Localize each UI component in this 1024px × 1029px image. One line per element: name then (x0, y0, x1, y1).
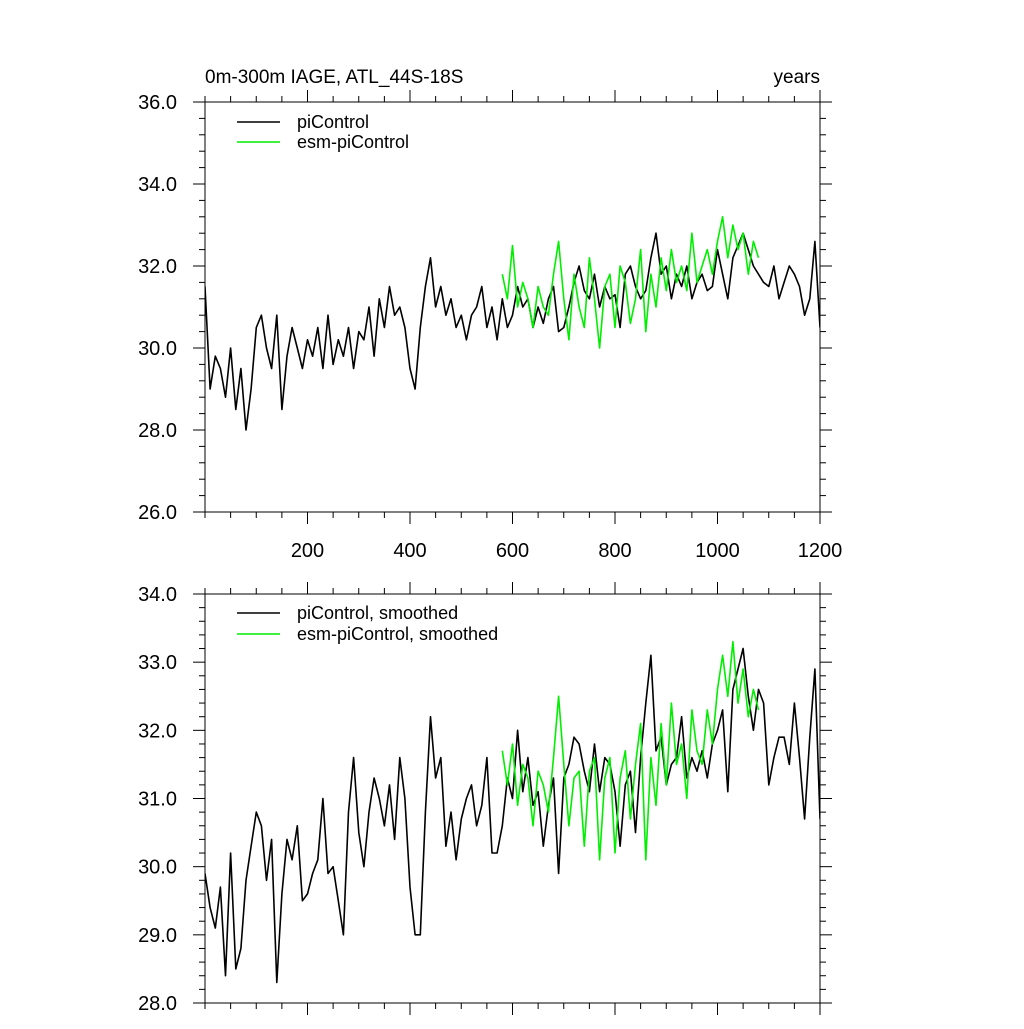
top-x-tick-label: 1000 (695, 540, 740, 562)
top-x-tick-label: 400 (393, 540, 426, 562)
bottom-legend-label: piControl, smoothed (297, 603, 458, 623)
bottom-y-tick-label: 30.0 (138, 857, 177, 879)
bottom-y-tick-label: 29.0 (138, 925, 177, 947)
bottom-series-line-picontrol-smoothed (205, 647, 820, 984)
bottom-y-tick-label: 34.0 (138, 584, 177, 606)
top-series-line-picontrol (205, 232, 820, 431)
top-x-tick-label: 800 (598, 540, 631, 562)
chart-title-right: years (774, 67, 820, 88)
bottom-y-tick-label: 33.0 (138, 652, 177, 674)
top-y-tick-label: 28.0 (138, 420, 177, 442)
top-legend-label: piControl (297, 112, 369, 132)
bottom-y-tick-label: 31.0 (138, 789, 177, 811)
top-y-tick-label: 26.0 (138, 502, 177, 524)
top-x-tick-label: 200 (291, 540, 324, 562)
top-y-tick-label: 30.0 (138, 338, 177, 360)
top-x-tick-label: 1200 (798, 540, 843, 562)
top-y-tick-label: 32.0 (138, 256, 177, 278)
bottom-panel: 28.0 29.0 30.0 31.0 32.0 33.0 34.0 piControl, s… (138, 582, 832, 1015)
top-y-tick-label: 36.0 (138, 92, 177, 114)
top-legend-label: esm-piControl (297, 132, 409, 152)
top-x-tick-label: 600 (496, 540, 529, 562)
bottom-series-line-esm-picontrol-smoothed (501, 640, 760, 861)
bottom-legend-label: esm-piControl, smoothed (297, 624, 498, 644)
top-y-tick-label: 34.0 (138, 174, 177, 196)
top-panel: 200 400 600 800 1000 1200 26.0 28.0 30.0 32.0 34.0… (138, 90, 842, 562)
top-series-line-esm-picontrol (501, 216, 760, 349)
bottom-y-tick-label: 32.0 (138, 720, 177, 742)
top-plot-frame (204, 101, 821, 513)
bottom-y-tick-label: 28.0 (138, 993, 177, 1015)
chart-title-left: 0m-300m IAGE, ATL_44S-18S (205, 67, 463, 88)
